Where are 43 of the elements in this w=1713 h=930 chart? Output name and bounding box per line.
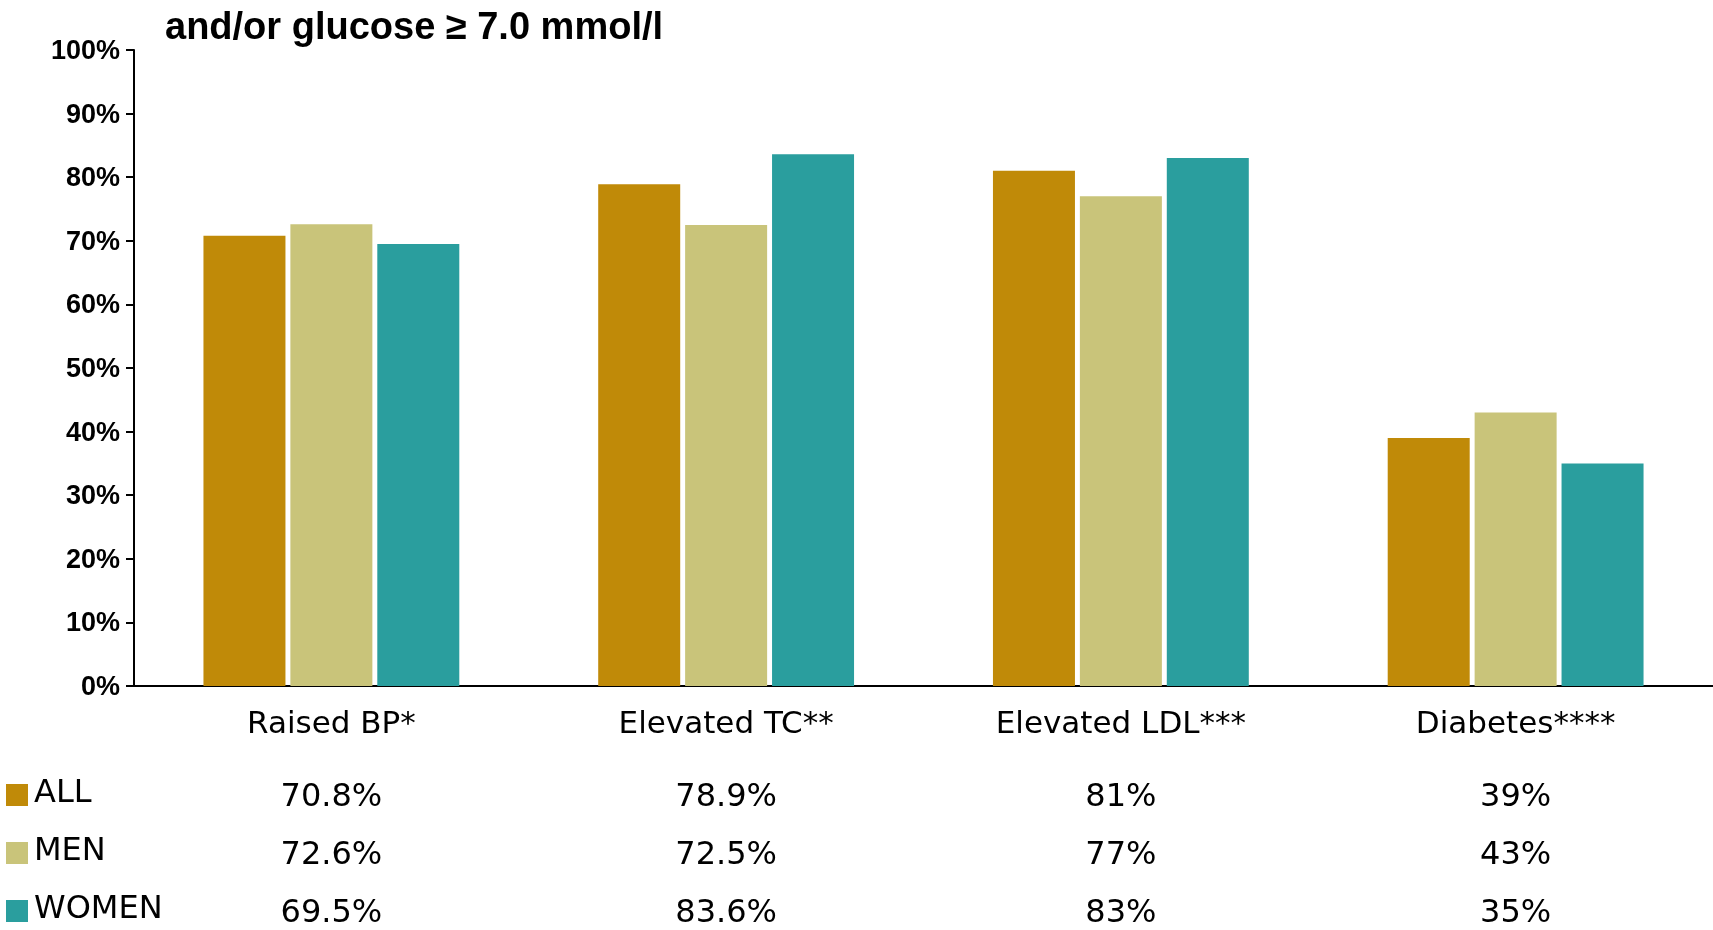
y-tick-label: 40% (65, 416, 120, 447)
data-label: 81% (1085, 776, 1157, 814)
legend-label: WOMEN (34, 888, 163, 926)
y-tick-label: 60% (65, 289, 120, 320)
data-label: 72.5% (675, 834, 777, 872)
y-tick-label: 0% (80, 671, 120, 701)
x-tick-label: Raised BP* (247, 703, 416, 740)
bar (203, 235, 286, 686)
chart-title: and/or glucose ≥ 7.0 mmol/l (165, 5, 664, 47)
y-tick-label: 30% (65, 480, 120, 511)
y-tick-label: 80% (65, 162, 120, 193)
data-label: 70.8% (280, 776, 383, 814)
data-label: 39% (1480, 776, 1552, 814)
legend-label: ALL (34, 772, 92, 810)
bar (772, 154, 855, 686)
y-tick-label: 20% (65, 543, 120, 574)
bar (1079, 196, 1162, 686)
data-label: 77% (1085, 834, 1157, 872)
data-label: 72.6% (280, 834, 383, 872)
legend-label: MEN (34, 830, 106, 868)
y-tick-label: 100% (50, 35, 120, 65)
bar (598, 184, 681, 686)
data-label: 69.5% (280, 892, 383, 930)
x-tick-label: Diabetes**** (1415, 703, 1616, 740)
bar (992, 170, 1075, 686)
bar (1387, 437, 1470, 686)
data-label: 83.6% (675, 892, 777, 930)
y-tick-label: 50% (65, 353, 120, 383)
y-tick-label: 70% (65, 225, 120, 256)
bar (377, 243, 460, 686)
data-label: 83% (1085, 892, 1157, 930)
data-label: 35% (1480, 892, 1552, 930)
bar (685, 224, 768, 686)
x-tick-label: Elevated TC** (618, 703, 834, 740)
bar (1561, 463, 1644, 686)
data-label: 78.9% (675, 776, 777, 814)
y-tick-label: 10% (65, 607, 120, 638)
bar (1166, 158, 1249, 686)
x-tick-label: Elevated LDL*** (995, 703, 1247, 740)
bar (290, 224, 373, 686)
data-label: 43% (1480, 834, 1552, 872)
y-tick-label: 90% (65, 98, 120, 129)
bar (1474, 412, 1557, 686)
